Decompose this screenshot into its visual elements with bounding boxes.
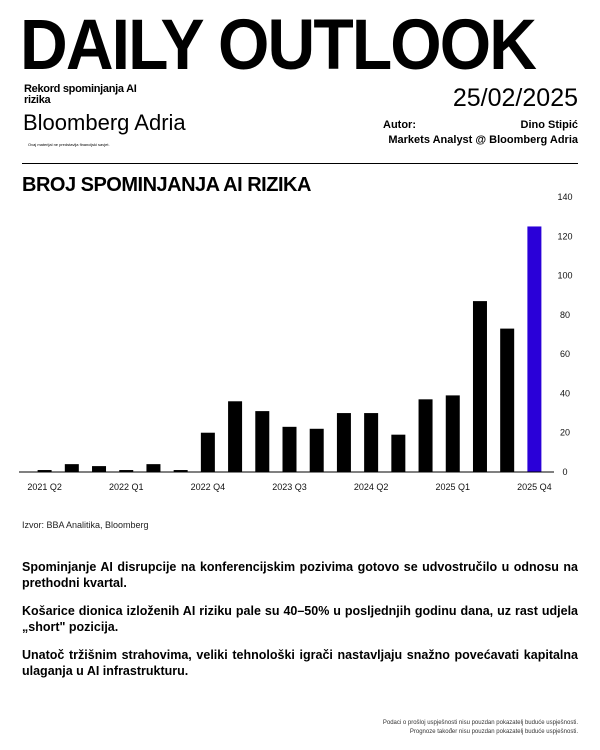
y-tick-label: 80 xyxy=(560,310,570,320)
bar xyxy=(200,432,215,472)
chart-title: BROJ SPOMINJANJA AI RIZIKA xyxy=(22,174,311,196)
x-tick-label: 2022 Q4 xyxy=(191,482,226,492)
bar xyxy=(37,470,52,472)
bar xyxy=(391,434,406,472)
y-tick-label: 120 xyxy=(557,231,572,241)
author-name: Dino Stipić xyxy=(520,119,578,131)
footer-note-2: Prognoze također nisu pouzdan pokazatelj… xyxy=(409,729,578,735)
y-tick-label: 20 xyxy=(560,428,570,438)
divider xyxy=(22,163,578,164)
bar xyxy=(364,413,379,472)
x-tick-label: 2025 Q1 xyxy=(435,482,470,492)
paragraph-3: Unatoč tržišnim strahovima, veliki tehno… xyxy=(22,648,578,678)
bar xyxy=(255,411,270,472)
subtitle: Rekord spominjanja AI rizika xyxy=(24,83,137,106)
x-tick-label: 2025 Q4 xyxy=(517,482,552,492)
page-title: DAILY OUTLOOK xyxy=(20,6,537,85)
y-tick-label: 60 xyxy=(560,349,570,359)
brand-logo: Bloomberg Adria xyxy=(23,110,186,135)
y-tick-label: 0 xyxy=(562,467,567,477)
bar xyxy=(500,328,515,472)
y-tick-label: 40 xyxy=(560,388,570,398)
author-role: Markets Analyst @ Bloomberg Adria xyxy=(388,134,578,146)
footer-note-1: Podaci o prošloj uspješnosti nisu pouzda… xyxy=(382,720,578,726)
bar xyxy=(64,464,79,472)
x-tick-label: 2021 Q2 xyxy=(27,482,62,492)
paragraph-1: Spominjanje AI disrupcije na konferencij… xyxy=(22,560,578,590)
bar-chart: 2021 Q2 2022 Q1 2022 Q4 2023 Q3 2024 Q2 2025 … xyxy=(19,192,573,492)
x-tick-label: 2024 Q2 xyxy=(354,482,389,492)
bar xyxy=(228,401,243,472)
bar xyxy=(472,301,487,472)
bar xyxy=(119,470,134,472)
paragraph-2: Košarice dionica izloženih AI riziku pal… xyxy=(22,604,578,634)
bar xyxy=(527,226,542,472)
bar xyxy=(173,470,188,472)
x-tick-label: 2023 Q3 xyxy=(272,482,307,492)
y-tick-label: 100 xyxy=(557,271,572,281)
y-tick-label: 140 xyxy=(557,192,572,202)
bar xyxy=(309,428,324,472)
source: Izvor: BBA Analitika, Bloomberg xyxy=(22,520,149,530)
bar xyxy=(282,426,297,472)
bar xyxy=(92,466,107,472)
bar xyxy=(445,395,460,472)
x-tick-label: 2022 Q1 xyxy=(109,482,144,492)
bar xyxy=(146,464,161,472)
bar xyxy=(418,399,433,472)
date: 25/02/2025 xyxy=(452,84,578,112)
bar xyxy=(336,413,351,472)
disclaimer: Ovaj materijal ne predstavlja financijsk… xyxy=(28,142,110,147)
author-label: Autor: xyxy=(383,119,416,131)
